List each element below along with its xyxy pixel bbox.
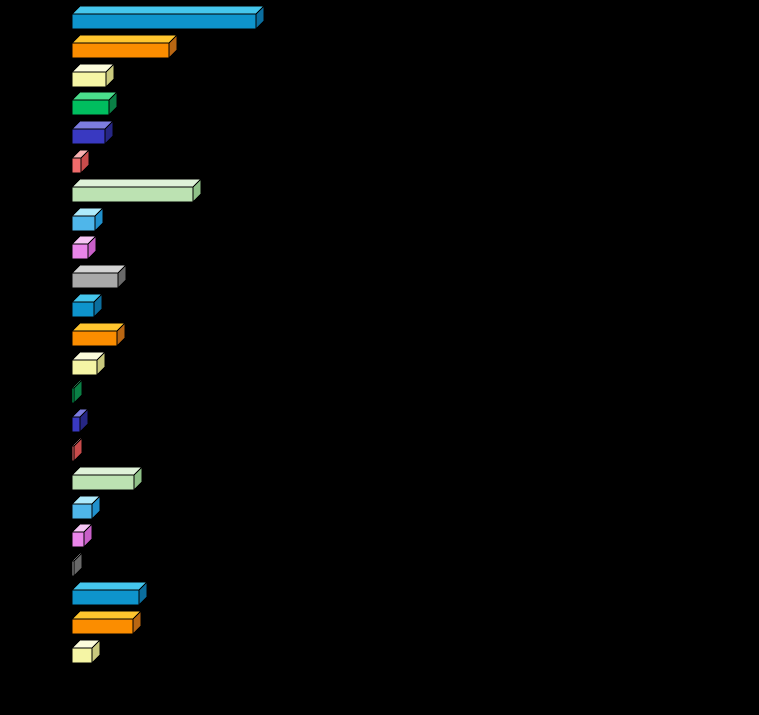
bar-row-16 [70, 436, 84, 463]
bar-top-face [70, 34, 179, 44]
bar-front-face [71, 618, 134, 635]
bar-front-face [71, 560, 75, 577]
bar-front-face [71, 186, 194, 203]
bar-row-12 [70, 321, 127, 348]
bar-row-23 [70, 638, 102, 665]
bar-top-face [70, 322, 127, 332]
bar-front-face [71, 531, 85, 548]
bar-row-3 [70, 62, 116, 89]
bar-front-face [71, 474, 135, 491]
bar-front-face [71, 42, 170, 59]
bar-front-face [71, 330, 118, 347]
bar-top-face [70, 5, 266, 15]
bar-front-face [71, 387, 75, 404]
bar-front-face [71, 503, 93, 520]
bar-row-17 [70, 465, 144, 492]
bar-top-face [70, 610, 143, 620]
bar-top-face [70, 178, 203, 188]
bar-front-face [71, 445, 75, 462]
bar-row-7 [70, 177, 203, 204]
bar-top-face [70, 581, 149, 591]
bar-row-10 [70, 263, 128, 290]
bar-top-face [70, 264, 128, 274]
bar-front-face [71, 416, 81, 433]
bar-row-2 [70, 33, 179, 60]
bar-front-face [71, 157, 82, 174]
bar-front-face [71, 301, 95, 318]
bar-front-face [71, 272, 119, 289]
bar-row-1 [70, 4, 266, 31]
bar-front-face [71, 99, 110, 116]
bar-front-face [71, 243, 89, 260]
bar-row-18 [70, 494, 102, 521]
bar-front-face [71, 647, 93, 664]
bar-front-face [71, 13, 257, 30]
bar-row-21 [70, 580, 149, 607]
bar-row-19 [70, 522, 94, 549]
bar-row-20 [70, 551, 84, 578]
bar-row-13 [70, 350, 107, 377]
bar-top-face [70, 466, 144, 476]
bar-row-11 [70, 292, 104, 319]
bar-front-face [71, 71, 107, 88]
bar-row-8 [70, 206, 105, 233]
bar-row-14 [70, 378, 84, 405]
bar-row-4 [70, 90, 119, 117]
bar-front-face [71, 215, 96, 232]
bar-front-face [71, 128, 106, 145]
bar-row-9 [70, 234, 98, 261]
bar-row-22 [70, 609, 143, 636]
bar-row-6 [70, 148, 91, 175]
bar-front-face [71, 359, 98, 376]
bar-row-5 [70, 119, 115, 146]
bar-front-face [71, 589, 140, 606]
bar-row-15 [70, 407, 90, 434]
